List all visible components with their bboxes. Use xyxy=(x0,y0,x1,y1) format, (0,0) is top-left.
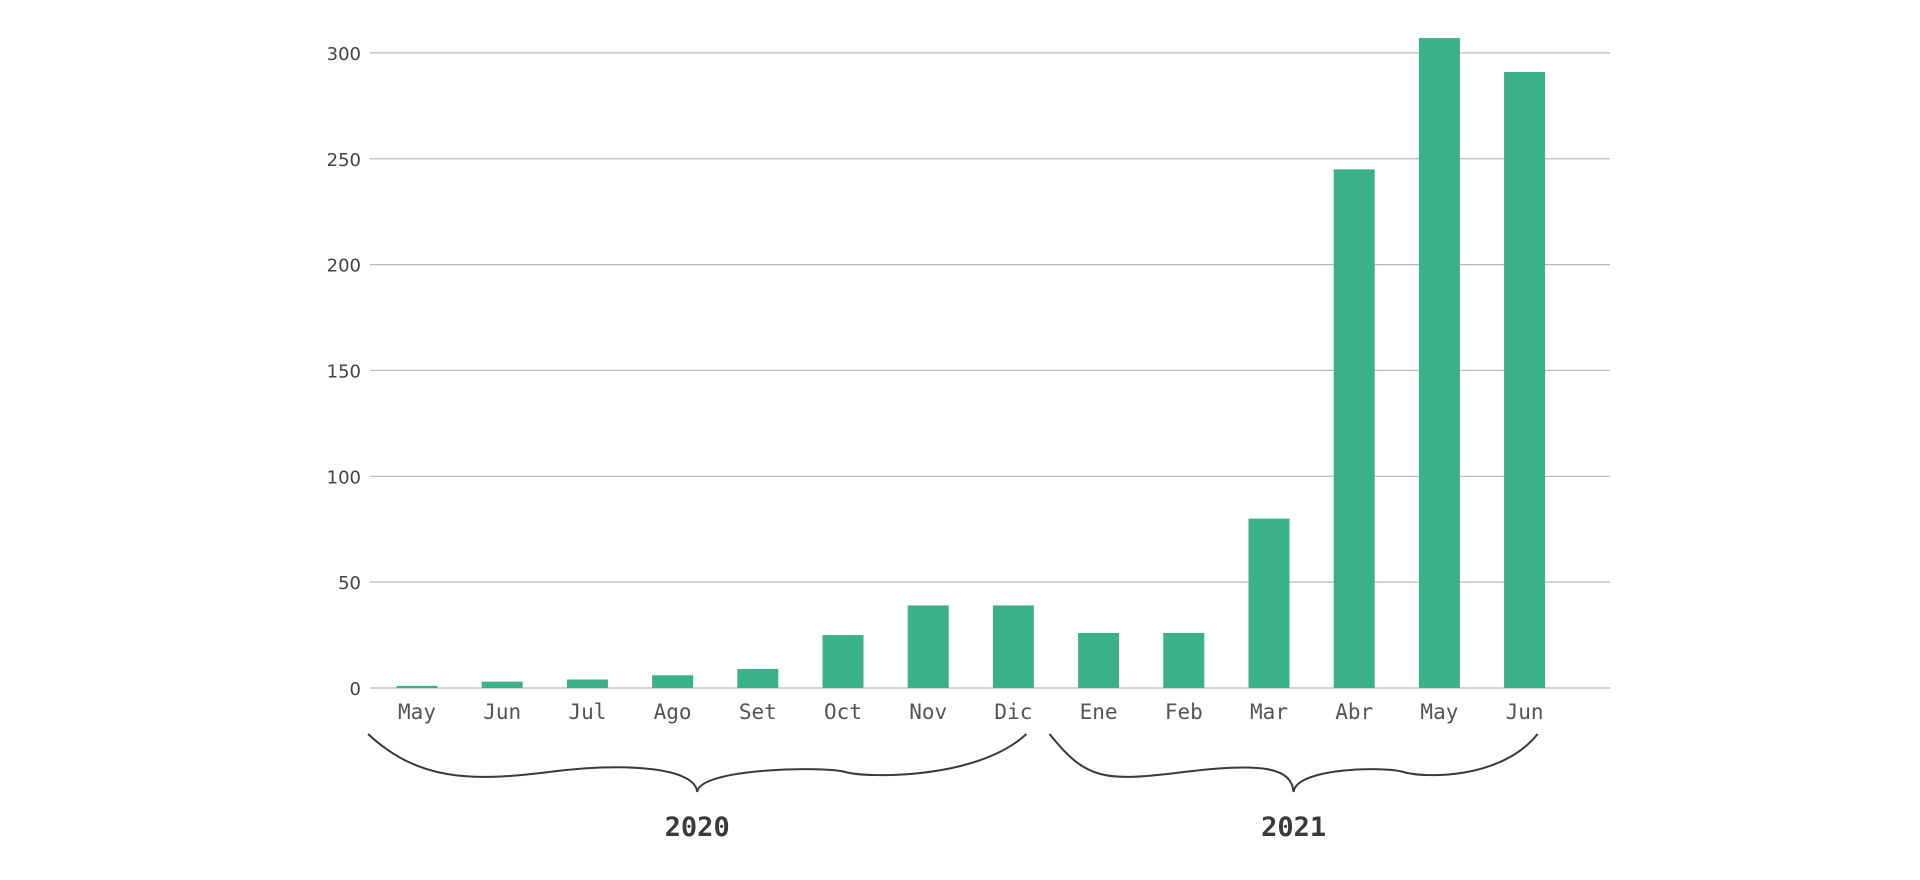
bar xyxy=(566,679,608,688)
y-tick-label: 0 xyxy=(350,679,361,700)
bar xyxy=(1078,632,1120,688)
y-tick-label: 250 xyxy=(327,150,361,171)
y-tick-label: 300 xyxy=(327,44,361,65)
x-tick-label: Ago xyxy=(654,700,692,724)
x-tick-label: Set xyxy=(739,700,777,724)
year-brace xyxy=(1048,733,1539,793)
x-tick-label: Feb xyxy=(1165,700,1203,724)
bar xyxy=(1418,38,1460,689)
x-axis-ticks: May Jun Jul Ago Set Oct Nov Dic Ene Feb Mar Abr May J… xyxy=(398,700,1544,724)
year-label: 2021 xyxy=(1261,812,1326,843)
bar xyxy=(1248,518,1290,688)
year-braces: 2020 2021 xyxy=(367,733,1539,843)
bar xyxy=(652,675,694,688)
year-label: 2020 xyxy=(665,812,730,843)
bar xyxy=(992,605,1034,688)
bar xyxy=(481,681,523,688)
year-brace xyxy=(367,733,1028,793)
x-tick-label: Abr xyxy=(1335,700,1373,724)
bar xyxy=(1163,632,1205,688)
x-tick-label: Dic xyxy=(994,700,1032,724)
x-tick-label: Mar xyxy=(1250,700,1288,724)
bars xyxy=(396,38,1546,689)
y-tick-label: 50 xyxy=(338,573,361,594)
x-tick-label: May xyxy=(1420,700,1458,724)
x-tick-label: Nov xyxy=(909,700,947,724)
gridlines xyxy=(370,52,1610,689)
x-tick-label: Ene xyxy=(1080,700,1118,724)
y-tick-label: 100 xyxy=(327,467,361,488)
x-tick-label: Jul xyxy=(568,700,606,724)
bar xyxy=(822,635,864,688)
bar xyxy=(396,685,438,688)
bar xyxy=(1333,169,1375,688)
bar xyxy=(907,605,949,688)
x-tick-label: Jun xyxy=(483,700,521,724)
bar xyxy=(1504,71,1546,688)
y-tick-label: 200 xyxy=(327,256,361,277)
y-tick-label: 150 xyxy=(327,361,361,382)
x-tick-label: May xyxy=(398,700,436,724)
x-tick-label: Oct xyxy=(824,700,862,724)
bar xyxy=(737,668,779,688)
y-axis-ticks: 0 50 100 150 200 250 300 xyxy=(327,44,361,700)
x-tick-label: Jun xyxy=(1506,700,1544,724)
